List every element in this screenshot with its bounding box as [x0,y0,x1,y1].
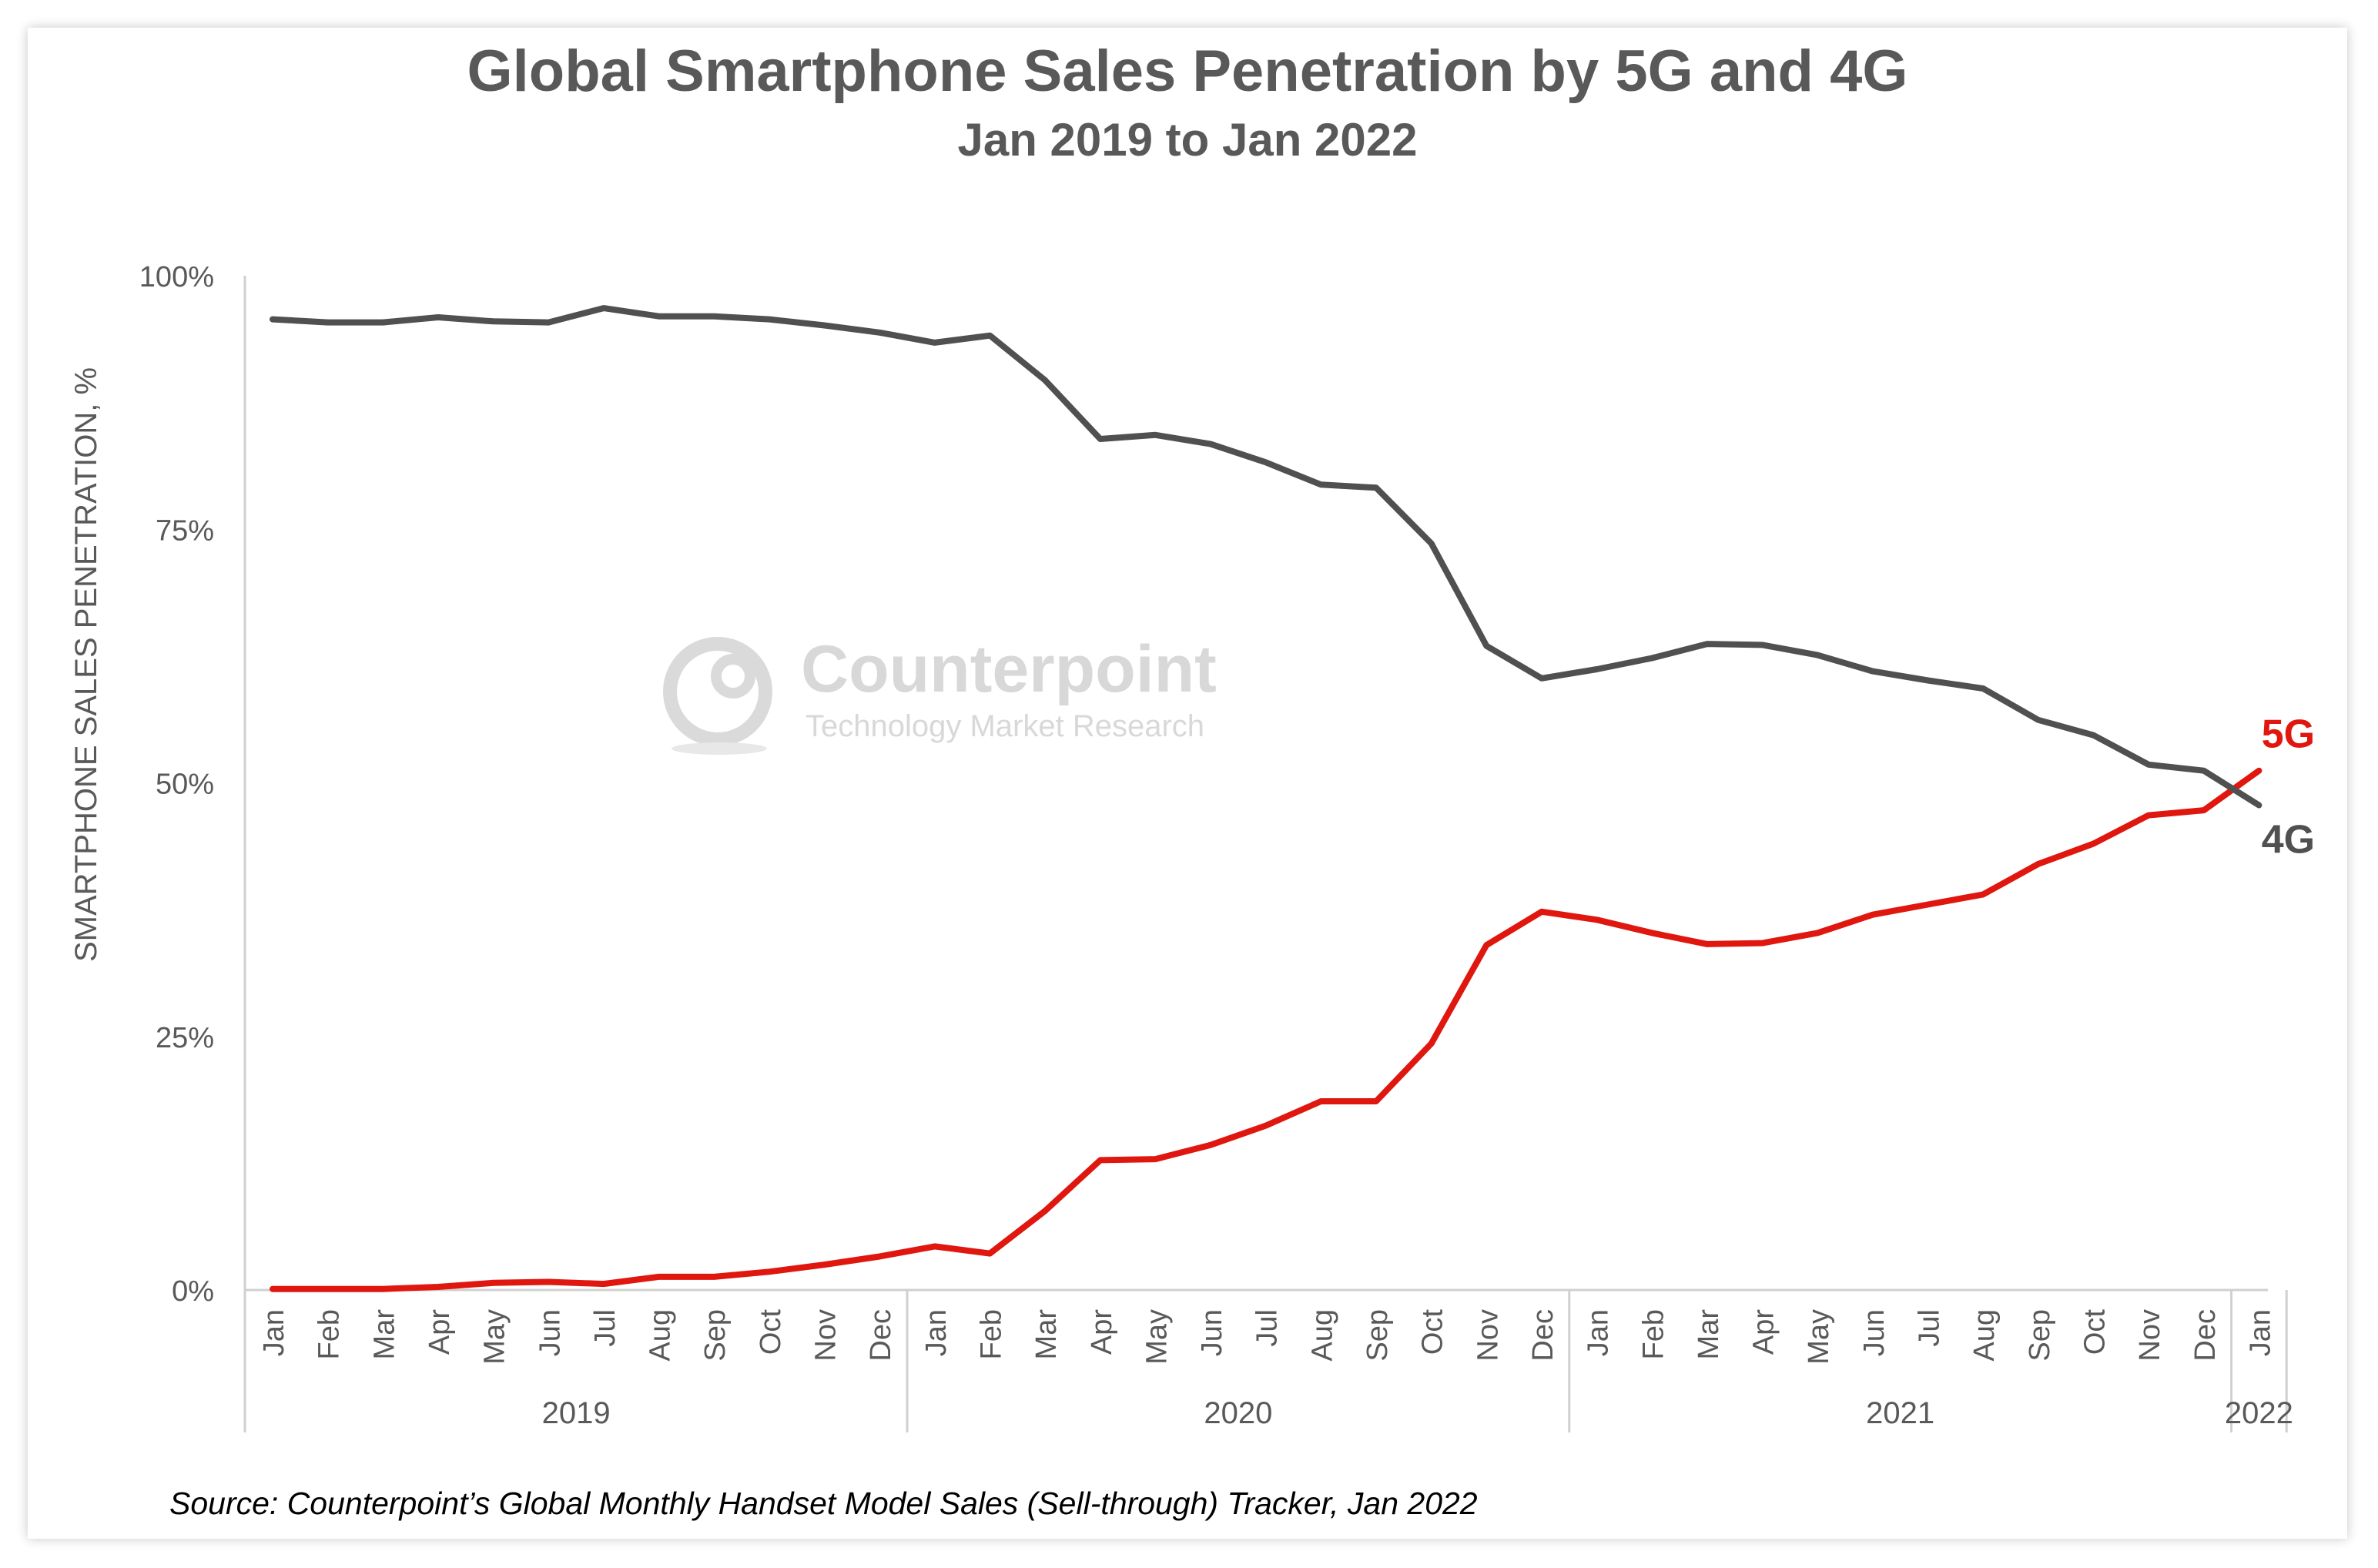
x-tick-label: Apr [1748,1309,1780,1355]
y-tick-label: 75% [156,514,214,547]
x-tick-label: Aug [1968,1309,2001,1362]
x-tick-label: Dec [865,1309,897,1362]
x-tick-label: Jun [1196,1309,1228,1356]
x-tick-label: Dec [2189,1309,2222,1362]
x-tick-label: Aug [645,1309,677,1362]
x-tick-label: Feb [313,1309,346,1359]
x-tick-labels: Jan Feb Mar Apr May Jun Jul Aug Sep Oct Nov Dec Jan F… [258,1309,2276,1365]
x-tick-label: Jan [2244,1309,2276,1356]
x-tick-label: Sep [2024,1309,2056,1362]
x-tick-label: Jan [258,1309,290,1356]
watermark-logo-icon [663,637,772,755]
y-tick-label: 0% [172,1275,214,1308]
x-tick-label: Mar [368,1309,400,1360]
x-tick-label: Sep [1361,1309,1394,1362]
series-end-label-4g: 4G [2262,817,2315,862]
x-tick-label: Oct [2078,1309,2111,1355]
series-end-label-5g: 5G [2262,712,2315,757]
y-axis-label: SMARTPHONE SALES PENETRATION, % [69,367,103,962]
x-tick-label: May [1803,1309,1835,1365]
watermark-brand: Counterpoint [801,632,1217,706]
watermark: Counterpoint Technology Market Research [663,632,1217,755]
axes [243,276,2288,1432]
x-tick-label: Sep [699,1309,732,1362]
x-tick-label: Nov [2134,1309,2166,1362]
x-tick-label: Jun [534,1309,566,1356]
x-tick-label: Jul [1251,1309,1284,1347]
x-tick-label: Dec [1527,1309,1559,1362]
x-tick-label: Jan [920,1309,953,1356]
year-label: 2020 [1204,1396,1272,1430]
x-tick-label: Aug [1306,1309,1338,1362]
x-tick-label: Apr [1086,1309,1118,1355]
series-line-5g [270,767,2262,1292]
year-group-labels: 2019 2020 2021 2022 [542,1396,2293,1430]
x-tick-label: May [1140,1309,1173,1365]
source-note: Source: Counterpoint’s Global Monthly Ha… [169,1486,1478,1521]
year-label: 2021 [1866,1396,1934,1430]
y-tick-label: 25% [156,1022,214,1054]
x-tick-label: Apr [424,1309,456,1355]
x-tick-label: Mar [1030,1309,1063,1360]
x-tick-label: Jul [589,1309,621,1347]
y-tick-labels: 0% 25% 50% 75% 100% [139,261,214,1308]
x-tick-label: Jul [1914,1309,1946,1347]
x-tick-label: Oct [1417,1309,1449,1355]
series-lines [270,305,2262,1292]
x-tick-label: Oct [755,1309,787,1355]
year-label: 2019 [542,1396,611,1430]
x-tick-label: Feb [975,1309,1007,1359]
x-tick-label: Nov [810,1309,842,1362]
x-tick-label: May [479,1309,511,1365]
x-tick-label: Mar [1693,1309,1725,1360]
series-end-labels: 5G 4G [2262,712,2315,863]
x-tick-label: Feb [1637,1309,1670,1359]
x-tick-label: Jan [1583,1309,1615,1356]
chart-subtitle: Jan 2019 to Jan 2022 [957,114,1417,166]
x-tick-label: Nov [1472,1309,1504,1362]
chart-title: Global Smartphone Sales Penetration by 5… [467,39,1908,104]
watermark-tagline: Technology Market Research [806,709,1204,743]
x-tick-label: Jun [1858,1309,1891,1356]
year-label: 2022 [2225,1396,2293,1430]
y-tick-label: 50% [156,769,214,801]
series-line-4g [270,305,2262,809]
y-tick-label: 100% [139,261,214,293]
